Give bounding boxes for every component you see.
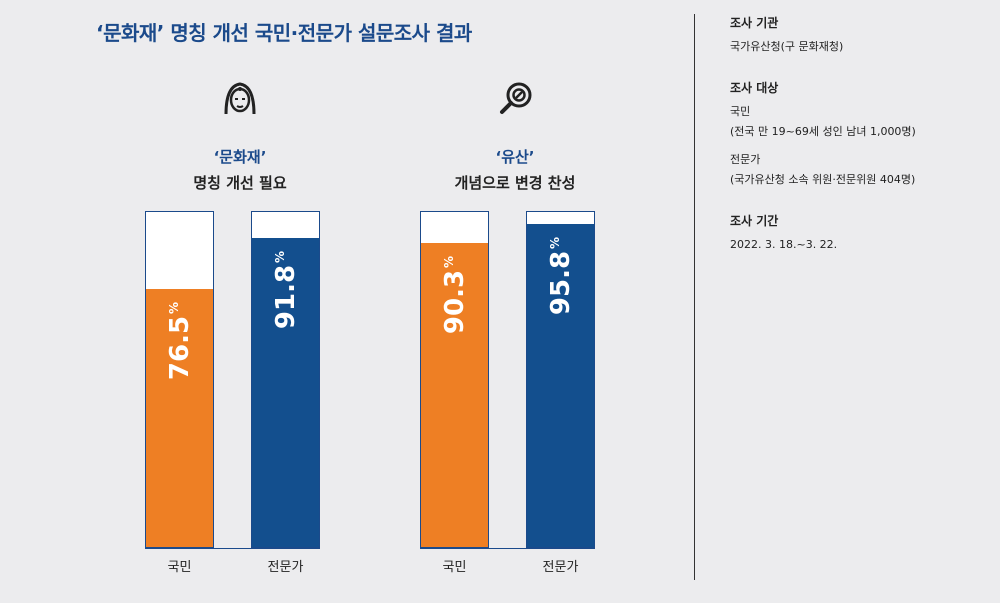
chart-1-category-label: 전문가 bbox=[267, 560, 304, 575]
target-expert: 전문가 bbox=[730, 153, 761, 166]
chart-2-subtitle: 개념으로 변경 찬성 bbox=[454, 174, 576, 192]
page-title: ‘문화재’ 명칭 개선 국민·전문가 설문조사 결과 bbox=[96, 21, 472, 45]
chart-2-keyword: ‘유산’ bbox=[495, 148, 535, 166]
target-heading: 조사 대상 bbox=[730, 81, 779, 95]
chart-1-baseline bbox=[145, 548, 320, 549]
chart-2-bar-expert bbox=[527, 224, 594, 547]
org-text: 국가유산청(구 문화재청) bbox=[730, 40, 844, 53]
divider bbox=[694, 14, 695, 580]
chart-1-bar-expert bbox=[252, 238, 319, 547]
chart-2-bars: 90.3% 국민 95.8% 전문가 bbox=[385, 0, 645, 603]
survey-info: 조사 기관 국가유산청(구 문화재청) 조사 대상 국민 (전국 만 19~69… bbox=[730, 14, 990, 277]
chart-1-keyword: ‘문화재’ bbox=[213, 148, 267, 166]
magnifier-icon bbox=[500, 82, 532, 114]
chart-2-bar-frame: 95.8% bbox=[526, 211, 595, 548]
chart-2-baseline bbox=[420, 548, 595, 549]
chart-2-value-label: 90.3% bbox=[439, 255, 470, 335]
chart-panel-1: ‘문화재’ 명칭 개선 필요 76.5% 국민 91.8% 전문가 bbox=[110, 0, 370, 603]
chart-1-value-label: 76.5% bbox=[164, 301, 195, 381]
chart-2-category-label: 국민 bbox=[442, 560, 467, 575]
chart-1-bar-frame: 91.8% bbox=[251, 211, 320, 548]
target-expert-detail: (국가유산청 소속 위원·전문위원 404명) bbox=[730, 173, 916, 186]
chart-1-bar-public bbox=[146, 289, 213, 547]
chart-1-subtitle: 명칭 개선 필요 bbox=[193, 174, 287, 192]
chart-1-bar-frame: 76.5% bbox=[145, 211, 214, 548]
chart-1-category-label: 국민 bbox=[167, 560, 192, 575]
chart-1-value-label: 91.8% bbox=[270, 250, 301, 330]
chart-panel-2: ‘유산’ 개념으로 변경 찬성 90.3% 국민 95.8% 전문가 bbox=[385, 0, 645, 603]
period-text: 2022. 3. 18.~3. 22. bbox=[730, 238, 838, 251]
statue-head-icon bbox=[224, 82, 256, 115]
chart-2-bar-frame: 90.3% bbox=[420, 211, 489, 548]
target-public: 국민 bbox=[730, 105, 751, 118]
period-heading: 조사 기간 bbox=[730, 214, 779, 228]
org-heading: 조사 기관 bbox=[730, 16, 779, 30]
chart-2-bar-public bbox=[421, 243, 488, 547]
target-public-detail: (전국 만 19~69세 성인 남녀 1,000명) bbox=[730, 125, 916, 138]
chart-1-bars: 76.5% 국민 91.8% 전문가 bbox=[110, 0, 370, 603]
chart-2-value-label: 95.8% bbox=[545, 236, 576, 316]
chart-2-category-label: 전문가 bbox=[542, 560, 579, 575]
